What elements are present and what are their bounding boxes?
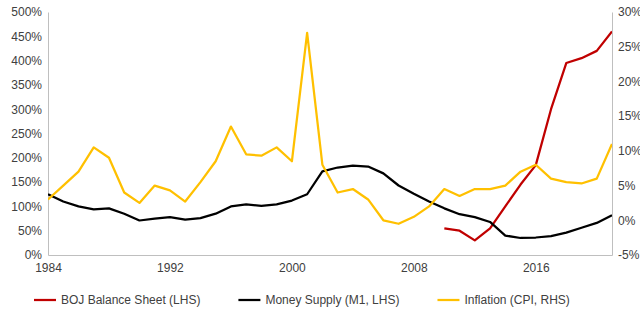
tick-label: 350% [11,78,42,92]
y2-axis: -5% 0% 5% 10% 15% 20% 25% 30% [612,5,640,262]
legend-label: BOJ Balance Sheet (LHS) [61,293,200,307]
y-axis: 0% 50% 100% 150% 200% 250% 300% 350% 400% 450% 500… [11,5,48,262]
tick-label: 1984 [35,261,62,275]
tick: 5% [612,179,636,193]
tick: 100% [11,200,48,214]
tick: 2016 [523,255,550,275]
legend-label: Money Supply (M1, LHS) [265,293,399,307]
tick: 150% [11,175,48,189]
tick-label: 30% [618,5,640,19]
tick: 300% [11,103,48,117]
tick: 0% [25,248,48,262]
tick: 2000 [279,255,306,275]
tick: 400% [11,54,48,68]
axis-line [48,13,49,256]
x-axis: 1984 1992 2000 2008 2016 [35,255,612,275]
tick-label: 5% [618,179,636,193]
tick: 450% [11,30,48,44]
tick-label: 1992 [157,261,184,275]
tick: 30% [612,5,640,19]
legend-item: BOJ Balance Sheet (LHS) [34,293,200,307]
tick: 350% [11,78,48,92]
tick: 10% [612,144,640,158]
tick: 0% [612,214,636,228]
tick: -5% [612,248,640,262]
tick-label: 200% [11,151,42,165]
legend-swatch [437,299,459,301]
series-line [48,33,612,224]
legend-swatch [34,299,56,301]
axis-line [612,13,613,256]
tick-label: 500% [11,5,42,19]
tick-label: 400% [11,54,42,68]
tick-label: 20% [618,75,640,89]
tick-label: 15% [618,109,640,123]
tick-label: 10% [618,144,640,158]
tick-label: -5% [618,248,640,262]
series-line [444,31,612,240]
legend-label: Inflation (CPI, RHS) [464,293,569,307]
tick-label: 2000 [279,261,306,275]
plot-area [48,31,612,240]
tick-label: 25% [618,40,640,54]
tick: 200% [11,151,48,165]
tick: 500% [11,5,48,19]
legend-item: Inflation (CPI, RHS) [437,293,569,307]
tick: 20% [612,75,640,89]
tick-label: 0% [618,214,636,228]
tick-label: 2008 [401,261,428,275]
chart: 1984 1992 2000 2008 2016 0% 50% 100% 150% 200% 250… [0,0,640,321]
axis-line [49,255,613,256]
tick: 1992 [157,255,184,275]
legend-swatch [238,299,260,301]
tick-label: 150% [11,175,42,189]
tick: 50% [18,224,48,238]
tick-label: 2016 [523,261,550,275]
tick-label: 450% [11,30,42,44]
tick: 25% [612,40,640,54]
tick-label: 0% [25,248,43,262]
tick: 2008 [401,255,428,275]
tick-label: 300% [11,103,42,117]
tick: 15% [612,109,640,123]
tick-label: 50% [18,224,42,238]
legend-item: Money Supply (M1, LHS) [238,293,399,307]
legend: BOJ Balance Sheet (LHS) Money Supply (M1,… [34,293,570,307]
tick-label: 100% [11,200,42,214]
tick: 250% [11,127,48,141]
tick-label: 250% [11,127,42,141]
